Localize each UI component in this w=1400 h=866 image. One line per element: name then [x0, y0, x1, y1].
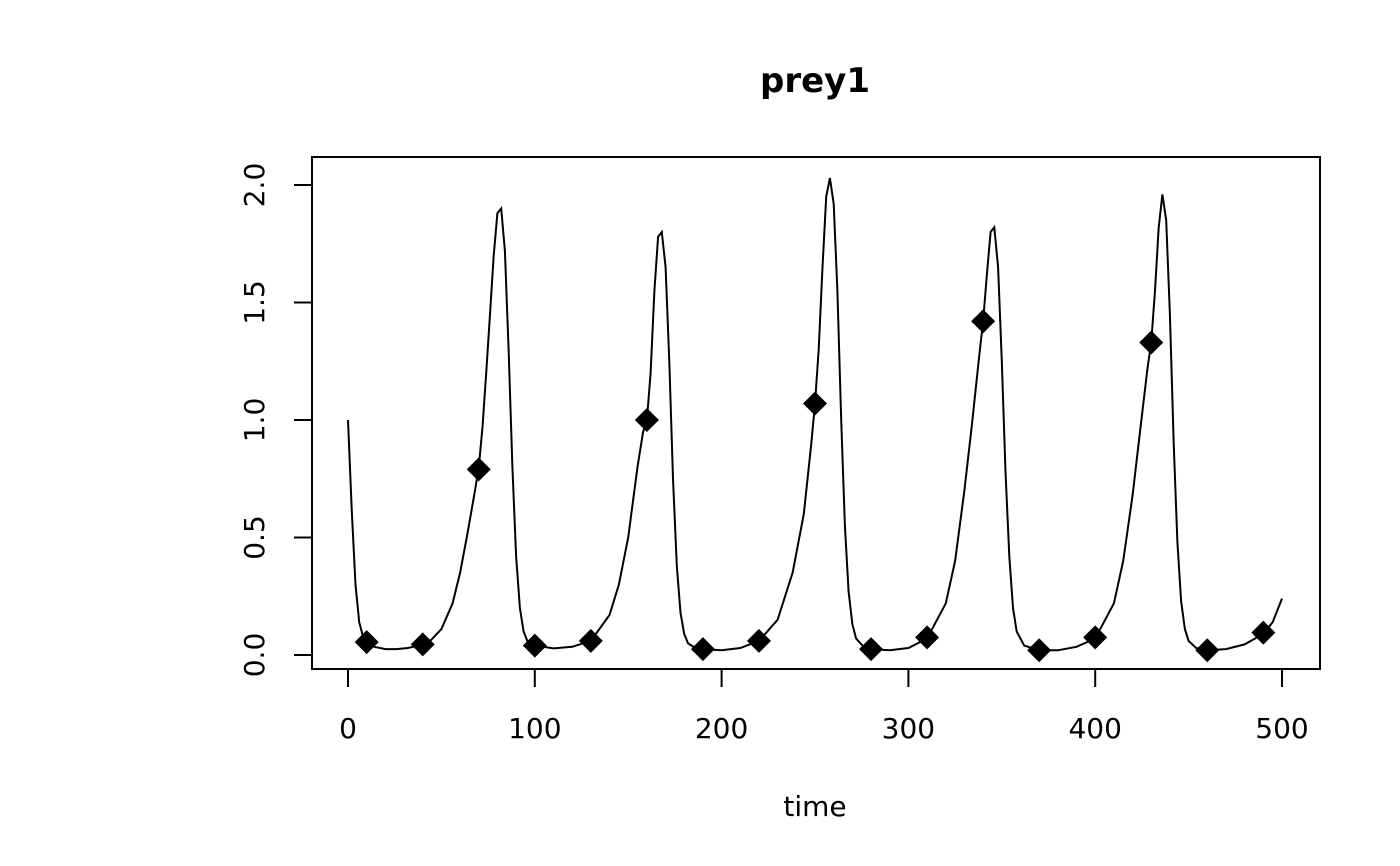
prey1-line: [347, 177, 1283, 652]
data-point-diamond: [466, 457, 491, 482]
x-tick-label: 400: [1068, 712, 1121, 745]
data-point-diamond: [690, 637, 715, 662]
data-point-diamond: [410, 632, 435, 657]
chart-title: prey1: [760, 61, 870, 101]
x-tick-label: 200: [695, 712, 748, 745]
data-point-diamond: [1083, 625, 1108, 650]
y-tick-label: 2.0: [238, 163, 271, 208]
data-point-diamond: [522, 633, 547, 658]
data-point-diamond: [1195, 638, 1220, 663]
x-tick-label: 300: [882, 712, 935, 745]
data-point-diamond: [354, 630, 379, 655]
x-tick-label: 100: [508, 712, 561, 745]
data-point-diamond: [634, 408, 659, 432]
data-point-diamond: [1139, 330, 1164, 355]
data-point-diamond: [578, 628, 603, 653]
data-point-diamond: [803, 391, 827, 416]
data-point-diamond: [915, 625, 940, 650]
y-tick-label: 1.5: [238, 280, 271, 325]
data-point-diamond: [1251, 620, 1276, 645]
y-tick-label: 0.5: [238, 515, 271, 560]
x-axis: 0 100 200 300 400 500: [339, 668, 1309, 745]
y-tick-label: 0.0: [238, 633, 271, 678]
data-point-diamond: [1027, 638, 1052, 663]
x-tick-label: 0: [339, 712, 357, 745]
y-axis: 0.0 0.5 1.0 1.5 2.0: [238, 163, 313, 678]
data-point-diamond: [859, 637, 884, 662]
x-tick-label: 500: [1255, 712, 1308, 745]
prey1-points: [354, 309, 1276, 663]
y-tick-label: 1.0: [238, 398, 271, 443]
data-point-diamond: [971, 309, 996, 334]
x-axis-label: time: [783, 790, 846, 823]
data-point-diamond: [746, 628, 771, 653]
